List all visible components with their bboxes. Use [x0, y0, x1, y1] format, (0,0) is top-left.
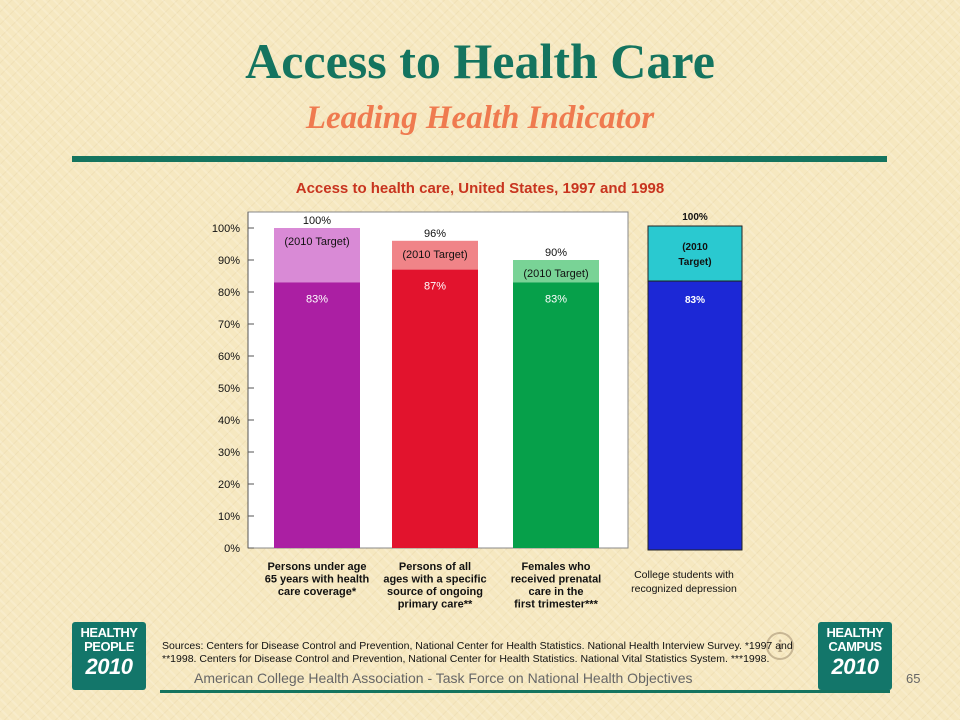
y-tick-label: 40%: [218, 415, 240, 427]
healthy-people-logo: HEALTHY PEOPLE 2010: [72, 622, 146, 690]
category-label: primary care**: [398, 599, 473, 611]
category-label: College students with: [634, 569, 734, 581]
actual-bar: [647, 280, 743, 551]
target-value-label: 100%: [682, 212, 708, 223]
actual-value-label: 83%: [306, 293, 328, 305]
target-value-label: 90%: [545, 247, 567, 259]
target-band-label: Target): [678, 257, 711, 268]
target-value-label: 96%: [424, 228, 446, 240]
footer-divider: [160, 690, 890, 693]
slide-subtitle: Leading Health Indicator: [305, 100, 655, 136]
main-bar-chart: 100% 90% 80% 70% 60% 50% 40% 30% 20% 10% 0% 100% (20…: [212, 211, 629, 611]
logo-text: HEALTHY: [826, 625, 884, 640]
logo-text: PEOPLE: [84, 639, 134, 654]
category-label: care coverage*: [278, 586, 357, 598]
target-band-label: (2010 Target): [523, 268, 588, 280]
y-tick-label: 20%: [218, 479, 240, 491]
y-tick-label: 10%: [218, 511, 240, 523]
target-bar-segment: [647, 225, 743, 282]
actual-value-label: 87%: [424, 281, 446, 293]
page-number: 65: [906, 671, 921, 686]
actual-bar: [274, 282, 360, 548]
y-tick-label: 60%: [218, 351, 240, 363]
y-tick-label: 90%: [218, 255, 240, 267]
target-bar-segment: [274, 228, 360, 283]
actual-bar: [513, 282, 599, 548]
category-label: recognized depression: [631, 583, 737, 595]
category-label: ages with a specific: [383, 574, 486, 586]
target-bar-segment: [392, 240, 478, 270]
target-band-label: (2010 Target): [284, 236, 349, 248]
target-band-label: (2010: [682, 242, 708, 253]
actual-bar: [392, 269, 478, 548]
logo-text: CAMPUS: [828, 639, 882, 654]
logo-text: 2010: [85, 654, 133, 679]
category-label: Females who: [521, 561, 590, 573]
target-bar-segment: [513, 260, 599, 283]
category-label: first trimester***: [514, 599, 598, 611]
category-label: Persons under age: [267, 561, 366, 573]
y-tick-label: 80%: [218, 287, 240, 299]
footer-text: American College Health Association - Ta…: [194, 670, 693, 686]
category-label: care in the: [528, 586, 583, 598]
info-icon: i: [766, 632, 794, 660]
y-tick-label: 30%: [218, 447, 240, 459]
college-depression-chart: 100% (2010 Target) 83% College students with…: [631, 212, 743, 595]
category-label: Persons of all: [399, 561, 471, 573]
y-tick-label: 70%: [218, 319, 240, 331]
title-divider: [72, 156, 887, 162]
y-tick-label: 50%: [218, 383, 240, 395]
category-label: 65 years with health: [265, 574, 370, 586]
category-label: received prenatal: [511, 574, 602, 586]
sources-note: Sources: Centers for Disease Control and…: [162, 640, 793, 665]
logo-text: 2010: [831, 654, 879, 679]
logo-text: HEALTHY: [80, 625, 138, 640]
y-tick-label: 0%: [224, 543, 240, 555]
actual-value-label: 83%: [545, 293, 567, 305]
chart-title: Access to health care, United States, 19…: [295, 180, 665, 197]
category-label: source of ongoing: [387, 586, 483, 598]
y-tick-label: 100%: [212, 223, 240, 235]
target-band-label: (2010 Target): [402, 249, 467, 261]
healthy-campus-logo: HEALTHY CAMPUS 2010: [818, 622, 892, 690]
slide-title: Access to Health Care: [245, 33, 715, 89]
actual-value-label: 83%: [685, 295, 705, 306]
target-value-label: 100%: [303, 215, 331, 227]
